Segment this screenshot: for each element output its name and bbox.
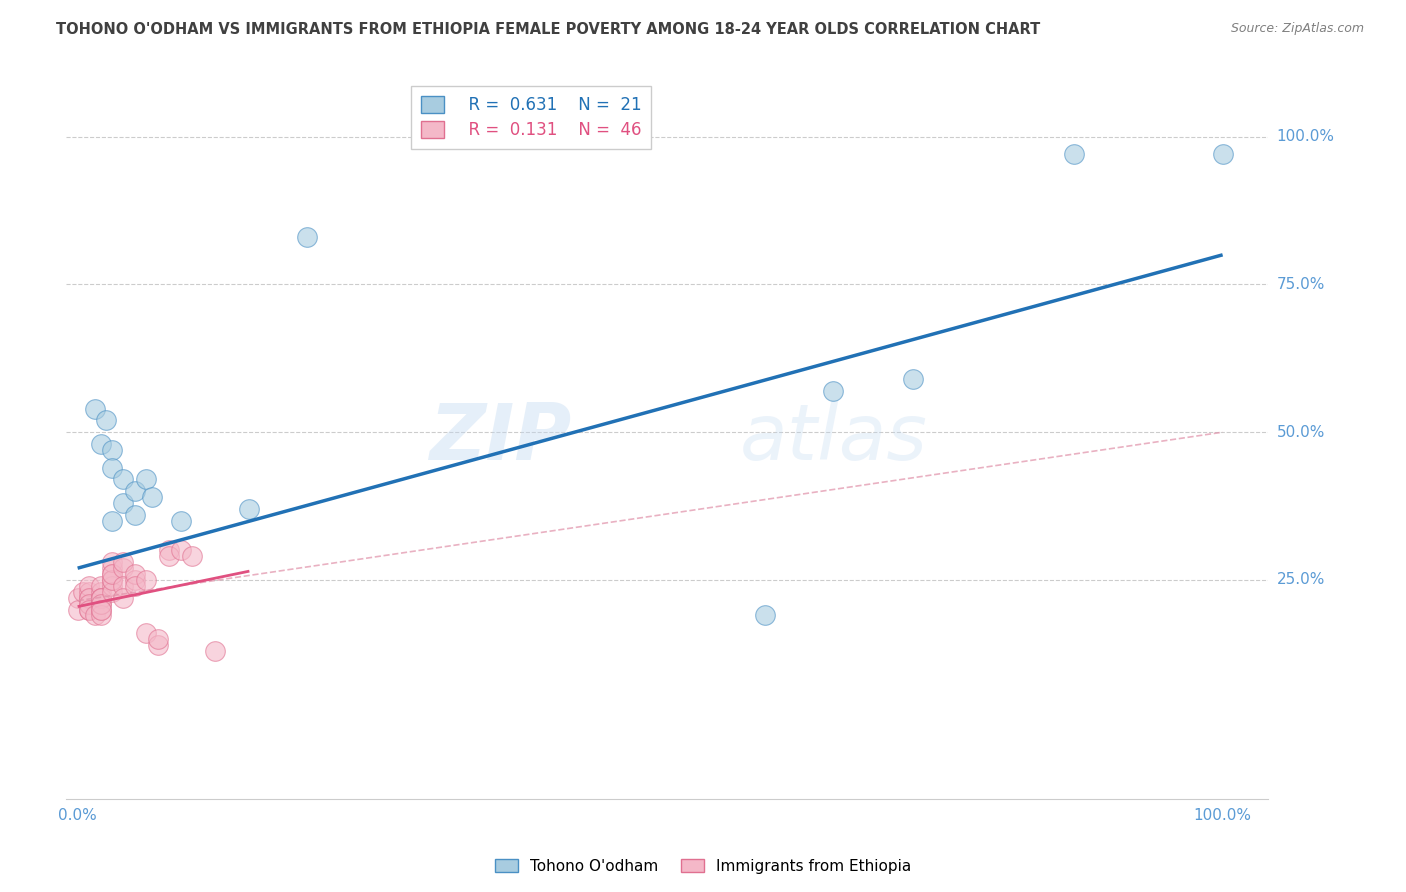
Point	[141, 490, 163, 504]
Point	[101, 584, 124, 599]
Point	[101, 555, 124, 569]
Text: 25.0%: 25.0%	[1277, 573, 1324, 588]
Point	[1212, 147, 1234, 161]
Point	[135, 626, 157, 640]
Point	[124, 573, 146, 587]
Text: 75.0%: 75.0%	[1277, 277, 1324, 292]
Text: TOHONO O'ODHAM VS IMMIGRANTS FROM ETHIOPIA FEMALE POVERTY AMONG 18-24 YEAR OLDS : TOHONO O'ODHAM VS IMMIGRANTS FROM ETHIOP…	[56, 22, 1040, 37]
Text: Source: ZipAtlas.com: Source: ZipAtlas.com	[1230, 22, 1364, 36]
Point	[96, 413, 118, 427]
Point	[1063, 147, 1085, 161]
Point	[101, 567, 124, 582]
Point	[112, 473, 135, 487]
Point	[89, 437, 111, 451]
Point	[89, 579, 111, 593]
Point	[77, 602, 100, 616]
Point	[170, 514, 193, 528]
Point	[66, 602, 89, 616]
Legend:   R =  0.631    N =  21,   R =  0.131    N =  46: R = 0.631 N = 21, R = 0.131 N = 46	[411, 86, 651, 149]
Point	[101, 573, 124, 587]
Point	[89, 608, 111, 623]
Point	[157, 549, 180, 564]
Point	[83, 401, 105, 416]
Point	[89, 591, 111, 605]
Point	[124, 484, 146, 499]
Point	[101, 567, 124, 582]
Legend: Tohono O'odham, Immigrants from Ethiopia: Tohono O'odham, Immigrants from Ethiopia	[488, 853, 918, 880]
Point	[66, 591, 89, 605]
Point	[170, 543, 193, 558]
Point	[77, 597, 100, 611]
Point	[112, 561, 135, 575]
Point	[77, 591, 100, 605]
Point	[77, 584, 100, 599]
Point	[101, 442, 124, 457]
Point	[77, 579, 100, 593]
Point	[72, 584, 94, 599]
Point	[89, 591, 111, 605]
Point	[89, 597, 111, 611]
Point	[101, 573, 124, 587]
Text: 100.0%: 100.0%	[1277, 129, 1334, 145]
Point	[135, 473, 157, 487]
Point	[112, 591, 135, 605]
Point	[89, 584, 111, 599]
Point	[238, 502, 260, 516]
Point	[101, 460, 124, 475]
Point	[124, 579, 146, 593]
Point	[112, 555, 135, 569]
Point	[101, 579, 124, 593]
Point	[89, 602, 111, 616]
Point	[754, 608, 776, 623]
Point	[101, 561, 124, 575]
Point	[157, 543, 180, 558]
Point	[89, 597, 111, 611]
Point	[135, 573, 157, 587]
Point	[112, 496, 135, 510]
Point	[77, 591, 100, 605]
Point	[204, 644, 226, 658]
Text: ZIP: ZIP	[429, 401, 571, 476]
Text: 50.0%: 50.0%	[1277, 425, 1324, 440]
Point	[146, 632, 169, 647]
Point	[83, 608, 105, 623]
Point	[124, 567, 146, 582]
Point	[181, 549, 204, 564]
Point	[903, 372, 925, 386]
Point	[124, 508, 146, 522]
Point	[101, 514, 124, 528]
Point	[89, 602, 111, 616]
Point	[89, 591, 111, 605]
Point	[823, 384, 845, 398]
Text: atlas: atlas	[740, 401, 928, 476]
Point	[295, 230, 318, 244]
Point	[112, 579, 135, 593]
Point	[77, 597, 100, 611]
Point	[146, 638, 169, 652]
Point	[77, 602, 100, 616]
